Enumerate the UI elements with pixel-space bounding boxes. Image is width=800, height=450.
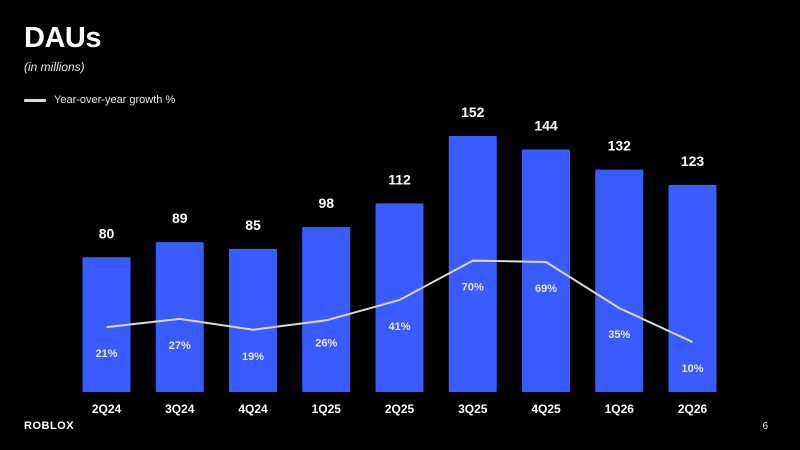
growth-label-4Q25: 69%	[535, 283, 557, 295]
bar-2Q26	[668, 184, 717, 392]
growth-label-3Q25: 70%	[462, 282, 484, 294]
bar-value-label-4Q25: 144	[534, 117, 558, 133]
growth-line	[106, 259, 693, 343]
legend-label: Year-over-year growth %	[54, 94, 176, 106]
bar-value-label-3Q25: 152	[461, 104, 485, 120]
x-tick-label-2Q24: 2Q24	[92, 402, 122, 416]
growth-label-3Q24: 27%	[169, 340, 191, 352]
bar-4Q25	[522, 149, 570, 392]
page-title: DAUs	[24, 22, 101, 54]
growth-label-1Q26: 35%	[608, 329, 630, 341]
growth-label-1Q25: 26%	[315, 337, 337, 349]
bar-2Q25	[375, 203, 424, 392]
chart-legend: Year-over-year growth %	[24, 94, 175, 106]
x-tick-label-2Q26: 2Q26	[678, 402, 708, 416]
x-tick-label-4Q25: 4Q25	[531, 402, 561, 416]
legend-line-swatch	[24, 98, 46, 102]
x-tick-label-3Q24: 3Q24	[165, 402, 195, 416]
growth-label-2Q26: 10%	[681, 363, 703, 375]
bar-2Q24	[82, 257, 131, 392]
bar-1Q26	[595, 169, 644, 392]
bar-3Q24	[155, 242, 204, 392]
growth-label-2Q25: 41%	[388, 321, 410, 333]
bar-value-label-1Q26: 132	[608, 138, 632, 154]
bar-value-label-2Q25: 112	[388, 171, 411, 187]
bar-value-label-2Q26: 123	[681, 153, 705, 169]
x-tick-label-1Q25: 1Q25	[312, 402, 342, 416]
growth-label-2Q24: 21%	[95, 348, 117, 360]
bar-value-label-3Q24: 89	[172, 210, 188, 226]
bar-4Q24	[229, 248, 277, 392]
bar-3Q25	[448, 136, 497, 392]
x-tick-label-2Q25: 2Q25	[385, 402, 415, 416]
bar-1Q25	[302, 226, 351, 392]
x-tick-label-4Q24: 4Q24	[238, 402, 268, 416]
page-subtitle: (in millions)	[24, 60, 85, 74]
growth-label-4Q24: 19%	[242, 351, 264, 363]
bar-value-label-4Q24: 85	[245, 217, 261, 233]
bar-value-label-1Q25: 98	[318, 195, 334, 211]
roblox-logo: ROBLOX	[24, 420, 75, 432]
page-number: 6	[762, 421, 768, 432]
bar-value-label-2Q24: 80	[99, 225, 115, 241]
x-tick-label-1Q26: 1Q26	[605, 402, 635, 416]
x-tick-label-3Q25: 3Q25	[458, 402, 488, 416]
